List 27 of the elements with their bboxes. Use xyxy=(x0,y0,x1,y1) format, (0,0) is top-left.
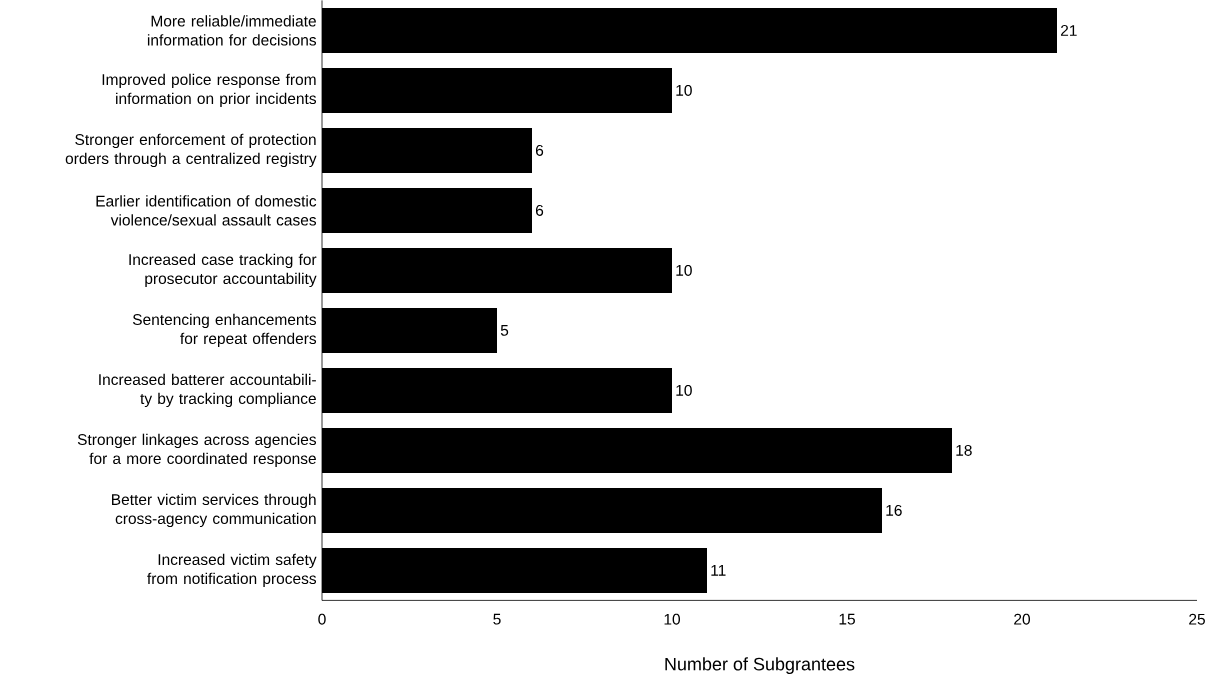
y-tick-label: Improved police response from information on prior incidents xyxy=(102,73,317,108)
data-label: 6 xyxy=(535,204,544,216)
y-tick-label: Increased batterer accountabili-ty by tracking compliance xyxy=(99,373,316,408)
y-tick-label: Stronger linkages across agencies for a more coordinated response xyxy=(77,433,317,468)
x-tick-label: 5 xyxy=(493,613,501,625)
data-label: 10 xyxy=(676,264,692,276)
data-label: 21 xyxy=(1060,24,1077,36)
data-label: 18 xyxy=(956,444,972,456)
data-label: 6 xyxy=(535,144,544,156)
data-label: 10 xyxy=(676,384,692,396)
x-tick-label: 10 xyxy=(664,613,681,625)
x-tick-label: 15 xyxy=(839,613,855,625)
y-tick-label: Stronger enforcement of protection orders through a centralized registry xyxy=(65,133,317,168)
data-label: 16 xyxy=(886,504,902,516)
data-label: 11 xyxy=(711,564,726,576)
x-axis-title: Number of Subgrantees xyxy=(665,657,855,674)
x-tick-label: 20 xyxy=(1014,613,1031,625)
y-tick-label: Increased case tracking for prosecutor accountability xyxy=(129,253,317,288)
y-tick-label: Better victim services through cross-agency communication xyxy=(112,493,316,528)
y-tick-label: Earlier identification of domestic violence/sexual assault cases xyxy=(96,195,317,226)
x-tick-label: 25 xyxy=(1189,613,1205,625)
y-tick-label: Sentencing enhancements for repeat offenders xyxy=(132,313,317,348)
y-tick-label: Increased victim safety from notification process xyxy=(147,553,317,588)
data-label: 5 xyxy=(500,324,509,336)
x-tick-label: 0 xyxy=(318,613,326,625)
data-label: 10 xyxy=(676,84,692,96)
y-tick-label: More reliable/immediate information for decisions xyxy=(147,15,317,46)
